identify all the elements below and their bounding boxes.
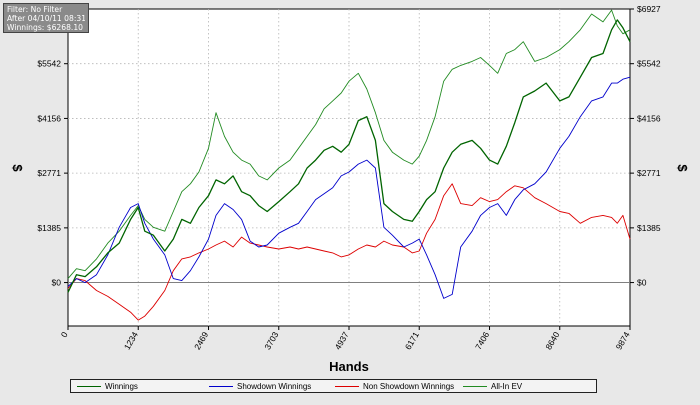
x-tick-label: 2469	[192, 330, 210, 352]
y-tick-label-right: $1385	[637, 223, 661, 233]
grid	[64, 8, 634, 330]
filter-text: Filter: No Filter	[7, 5, 63, 14]
legend: Winnings Showdown Winnings Non Showdown …	[70, 379, 597, 393]
y-tick-label-right: $2771	[637, 168, 661, 178]
y-tick-label-right: $0	[637, 278, 647, 288]
x-axis-label: Hands	[329, 359, 369, 374]
x-tick-label: 3703	[262, 330, 280, 352]
series-line-showdown-winnings	[67, 76, 631, 299]
legend-label-winnings: Winnings	[105, 382, 138, 391]
y-tick-label-right: $5542	[637, 59, 661, 69]
legend-swatch-allin-ev	[463, 386, 487, 388]
series-group	[67, 9, 631, 321]
y-axis-label-right: $	[675, 164, 690, 172]
series-line-all-in-ev	[67, 9, 631, 279]
y-tick-label-right: $6927	[637, 4, 661, 14]
x-tick-label: 8640	[543, 330, 561, 352]
series-line-winnings	[67, 19, 631, 293]
y-tick-label-left: $4156	[37, 113, 61, 123]
y-tick-label-left: $0	[52, 278, 62, 288]
y-tick-label-left: $2771	[37, 168, 61, 178]
y-tick-label-left: $1385	[37, 223, 61, 233]
legend-swatch-winnings	[77, 386, 101, 388]
legend-label-non-showdown: Non Showdown Winnings	[363, 382, 455, 391]
x-tick-label: 0	[59, 330, 70, 339]
y-axis-label-left: $	[10, 164, 25, 172]
legend-item-showdown: Showdown Winnings	[209, 381, 311, 392]
legend-swatch-showdown	[209, 386, 233, 388]
x-tick-label: 4937	[333, 330, 351, 352]
legend-label-allin-ev: All-In EV	[491, 382, 523, 391]
x-tick-label: 6171	[403, 330, 421, 352]
legend-item-winnings: Winnings	[77, 381, 138, 392]
winnings-text: Winnings: $6268.10	[7, 23, 83, 33]
x-tick-label: 9874	[614, 330, 632, 352]
legend-swatch-non-showdown	[335, 386, 359, 388]
x-tick-labels: 0 1234 2469 3703 4937 6171 7406 8640 9874	[59, 330, 632, 352]
y-tick-label-right: $4156	[637, 113, 661, 123]
legend-item-allin-ev: All-In EV	[463, 381, 522, 392]
x-tick-label: 1234	[122, 330, 140, 352]
x-tick-label: 7406	[473, 330, 491, 352]
after-date-text: After 04/10/11 08:31:48	[7, 14, 85, 24]
y-tick-label-left: $5542	[37, 59, 61, 69]
series-line-non-showdown-winnings	[67, 183, 631, 321]
info-box: Filter: No Filter After 04/10/11 08:31:4…	[3, 3, 89, 33]
legend-label-showdown: Showdown Winnings	[237, 382, 312, 391]
legend-item-non-showdown: Non Showdown Winnings	[335, 381, 454, 392]
